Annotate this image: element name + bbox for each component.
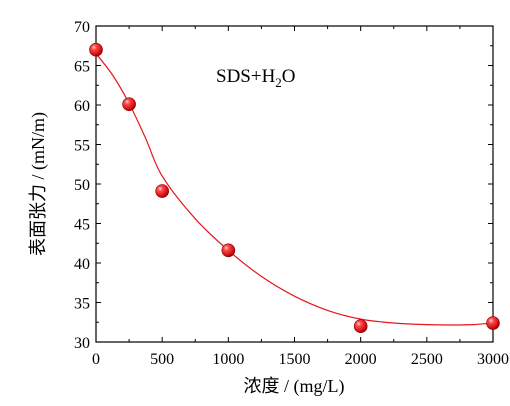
data-point xyxy=(89,42,103,57)
y-tick-label: 35 xyxy=(74,296,90,313)
data-point xyxy=(221,243,236,258)
y-tick-label: 30 xyxy=(74,335,90,352)
y-tick-label: 40 xyxy=(74,256,90,273)
y-tick-label: 60 xyxy=(74,98,90,115)
annotation-base: SDS+H xyxy=(216,66,276,87)
x-tick-label: 0 xyxy=(92,351,100,368)
text-layer: SDS+H2O 浓度 / (mg/L) 表面张力 / (mN/m) xyxy=(28,66,345,397)
fit-curve xyxy=(95,53,494,326)
y-tick-label: 65 xyxy=(74,59,90,76)
x-axis-title: 浓度 / (mg/L) xyxy=(244,376,345,397)
x-tick-label: 2000 xyxy=(345,351,377,368)
data-point xyxy=(353,319,368,334)
data-points-layer xyxy=(89,42,500,334)
x-tick-label: 3000 xyxy=(477,351,509,368)
x-tick-label: 500 xyxy=(150,351,174,368)
x-tick-label: 2500 xyxy=(411,351,443,368)
annotation-tail: O xyxy=(282,66,296,87)
ticks-layer: 0 500 1000 1500 2000 2500 3000 30 35 40 45 50 55 60 65… xyxy=(74,19,509,368)
data-point xyxy=(486,316,500,330)
y-tick-label: 45 xyxy=(74,217,90,234)
x-tick-label: 1000 xyxy=(212,351,244,368)
data-point xyxy=(122,97,136,112)
fit-curve-layer xyxy=(95,53,494,326)
y-tick-label: 50 xyxy=(74,177,90,194)
x-tick-label: 1500 xyxy=(279,351,311,368)
y-tick-label: 70 xyxy=(74,19,90,36)
annotation-label: SDS+H2O xyxy=(216,66,296,90)
annotation-subscript: 2 xyxy=(275,75,282,90)
y-tick-label: 55 xyxy=(74,138,90,155)
data-point xyxy=(155,184,169,198)
y-axis-title: 表面张力 / (mN/m) xyxy=(28,112,49,256)
